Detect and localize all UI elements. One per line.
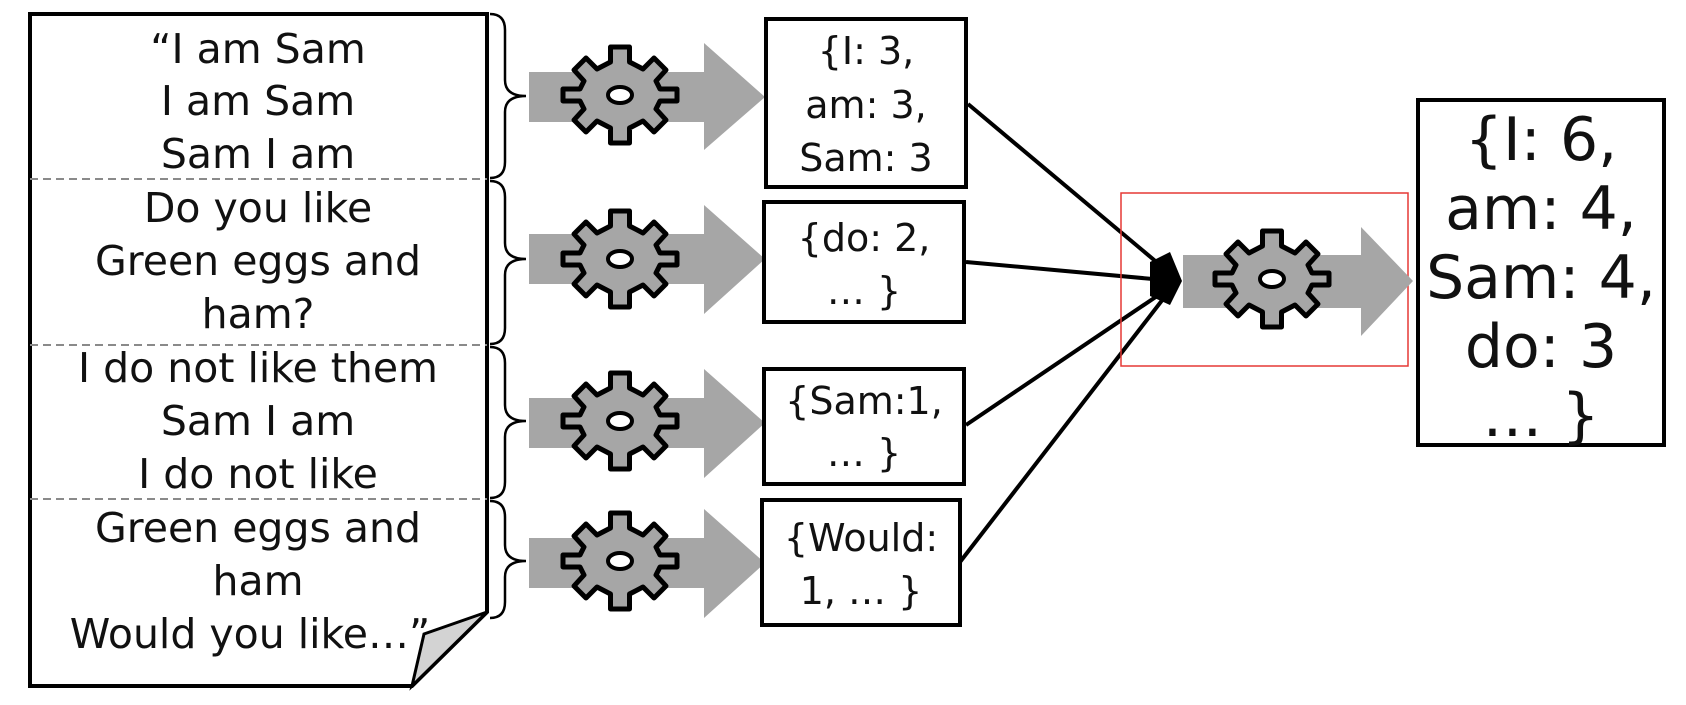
document-line: ham? — [202, 290, 315, 338]
document-line: Green eggs and — [95, 237, 421, 285]
gear-icon — [563, 47, 677, 143]
map-output-line: … } — [827, 269, 901, 313]
document-line: I do not like — [138, 450, 378, 498]
connector-line — [958, 288, 1172, 564]
merge-arrowhead — [1150, 252, 1182, 305]
map-output-box: {Sam:1, … } — [762, 367, 966, 486]
document-line: Do you like — [144, 184, 372, 232]
document-line: Green eggs and — [95, 504, 421, 552]
map-step — [529, 205, 765, 314]
map-output-line: {Sam:1, — [785, 379, 943, 423]
reduce-output-line: do: 3 — [1465, 312, 1617, 382]
document-line: Sam I am — [161, 397, 355, 445]
map-output-line: 1, … } — [800, 569, 923, 613]
document-line: I am Sam — [161, 77, 355, 125]
reduce-output-line: Sam: 4, — [1426, 243, 1656, 313]
map-output-line: {Would: — [784, 516, 938, 560]
document-line: Sam I am — [161, 130, 355, 178]
gear-icon — [563, 211, 677, 307]
map-output-box: {do: 2, … } — [762, 200, 966, 324]
document-line: ham — [212, 557, 303, 605]
document-line: I do not like them — [78, 344, 438, 392]
gear-icon — [563, 513, 677, 609]
connector-line — [964, 288, 1168, 427]
map-output-box: {I: 3, am: 3, Sam: 3 — [764, 17, 968, 189]
map-output-line: … } — [827, 431, 901, 475]
map-output-line: Sam: 3 — [799, 136, 932, 180]
reduce-output-line: … } — [1482, 381, 1599, 451]
curly-brace — [489, 499, 527, 620]
map-output-line: {do: 2, — [798, 216, 931, 260]
connector-line — [966, 102, 1168, 272]
document-line: “I am Sam — [150, 25, 366, 73]
map-output-line: {I: 3, — [818, 29, 915, 73]
page-curl-corner — [409, 610, 489, 691]
section-braces — [489, 12, 527, 620]
map-output-box: {Would: 1, … } — [760, 498, 962, 627]
curly-brace — [489, 345, 527, 500]
gear-icon — [563, 373, 677, 469]
connectors — [958, 102, 1172, 564]
map-output-line: am: 3, — [805, 83, 926, 127]
connector-line — [965, 260, 1165, 282]
curly-brace — [489, 179, 527, 346]
document-line: Would you like…” — [70, 610, 431, 658]
map-step — [529, 43, 765, 150]
gear-icon — [1215, 231, 1329, 327]
input-document: “I am Sam I am Sam Sam I am Do you like … — [28, 12, 489, 691]
curly-brace — [489, 12, 527, 180]
reduce-step — [1183, 227, 1413, 336]
map-step — [529, 509, 765, 618]
reduce-output-line: {I: 6, — [1465, 105, 1617, 175]
map-step — [529, 369, 765, 478]
reduce-output-box: {I: 6, am: 4, Sam: 4, do: 3 … } — [1416, 98, 1666, 451]
reduce-output-line: am: 4, — [1445, 174, 1637, 244]
